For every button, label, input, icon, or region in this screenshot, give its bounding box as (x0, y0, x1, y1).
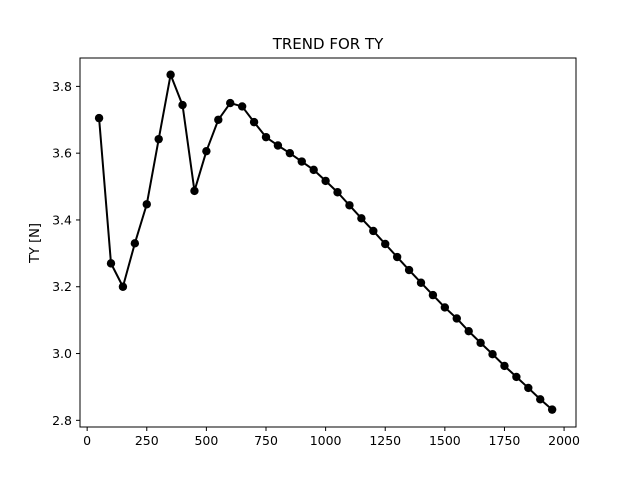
data-point (166, 70, 175, 79)
x-tick-label: 1750 (489, 433, 521, 448)
x-tick-label: 750 (254, 433, 278, 448)
data-point (452, 314, 461, 323)
data-point (464, 326, 473, 336)
y-tick-label: 3.8 (52, 79, 72, 94)
data-point (476, 338, 485, 348)
data-point (94, 113, 104, 123)
data-point (333, 188, 342, 197)
data-point (273, 141, 283, 150)
y-tick-label: 2.8 (52, 413, 72, 428)
y-axis-label: TY [N] (28, 223, 43, 264)
data-point (285, 148, 295, 158)
x-tick-label: 250 (135, 433, 159, 448)
data-point (261, 132, 271, 142)
data-point (118, 282, 128, 291)
data-point (416, 278, 426, 287)
data-point (321, 176, 330, 186)
data-point (178, 100, 187, 110)
series-layer (94, 70, 557, 414)
data-point (392, 252, 402, 262)
data-point (142, 200, 151, 209)
data-point (500, 361, 509, 371)
x-tick-label: 0 (83, 433, 91, 448)
data-point (345, 201, 354, 210)
x-tick-label: 1000 (310, 433, 342, 448)
plot-frame (79, 57, 577, 428)
y-tick-label: 3.4 (52, 212, 72, 227)
data-point (428, 290, 438, 300)
data-point (226, 98, 235, 108)
x-tick-label: 1500 (429, 433, 461, 448)
y-tick-label: 3.2 (52, 279, 72, 294)
chart-title: TREND FOR TY (272, 35, 384, 53)
data-point (309, 165, 318, 175)
data-point (536, 395, 545, 404)
x-tick-label: 1250 (369, 433, 401, 448)
data-point (202, 146, 211, 156)
data-point (357, 214, 366, 223)
data-point (440, 303, 450, 312)
data-point (381, 239, 390, 249)
y-tick-label: 3.0 (52, 346, 72, 361)
x-tick-label: 2000 (548, 433, 580, 448)
data-point (524, 383, 533, 393)
data-point (154, 134, 163, 144)
data-point (130, 239, 140, 248)
data-point (297, 157, 306, 166)
data-point (488, 350, 497, 359)
data-point (237, 102, 247, 111)
data-point (190, 186, 199, 196)
data-point (249, 117, 259, 127)
data-point (369, 226, 378, 236)
data-point (404, 265, 414, 275)
x-tick-label: 500 (194, 433, 218, 448)
data-point (512, 372, 521, 382)
x-axis: 0 250 500 750 1000 1250 1500 1750 2000 (83, 427, 580, 448)
y-tick-label: 3.6 (52, 146, 72, 161)
data-point (106, 259, 116, 268)
data-point (214, 115, 223, 124)
data-point (547, 405, 557, 414)
y-axis: 2.8 3.0 3.2 3.4 3.6 3.8 (52, 79, 80, 428)
